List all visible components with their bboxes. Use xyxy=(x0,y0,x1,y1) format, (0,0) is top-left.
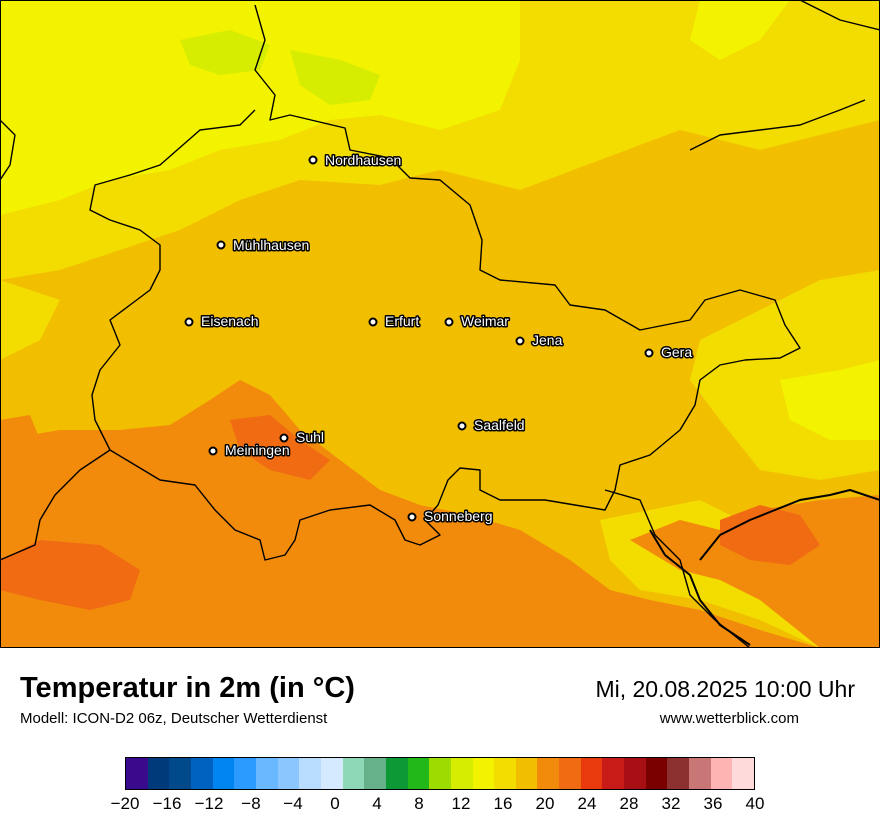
city-marker xyxy=(407,512,417,522)
legend-swatch xyxy=(212,758,235,789)
city-erfurt: Erfurt xyxy=(368,312,421,331)
legend-tick-label: −4 xyxy=(283,794,303,813)
state-border-east xyxy=(689,99,866,151)
legend-swatch xyxy=(645,758,668,789)
city-label: Saalfeld xyxy=(474,417,525,433)
legend-swatch xyxy=(450,758,473,789)
temperature-zone-14-16 xyxy=(0,0,880,440)
legend-swatch xyxy=(126,758,148,789)
legend-swatch xyxy=(429,758,451,789)
city-marker xyxy=(216,240,226,250)
city-label: Gera xyxy=(661,344,692,360)
legend-swatch xyxy=(299,758,321,789)
legend-swatch xyxy=(342,758,365,789)
legend-tick-label: 12 xyxy=(451,794,471,813)
legend-tick-label: 8 xyxy=(414,794,424,813)
model-source: Modell: ICON-D2 06z, Deutscher Wetterdie… xyxy=(20,710,328,727)
state-borders xyxy=(0,0,880,648)
city-meiningen: Meiningen xyxy=(208,441,291,460)
city-muehlhausen: Mühlhausen xyxy=(216,236,311,255)
city-marker xyxy=(208,446,218,456)
legend-tick-label: 4 xyxy=(372,794,382,813)
legend-swatch xyxy=(234,758,256,789)
legend-swatch xyxy=(602,758,625,789)
legend-tick-label: 32 xyxy=(661,794,681,813)
legend-swatch xyxy=(515,758,538,789)
temperature-zone-22-24 xyxy=(0,415,820,610)
city-label: Jena xyxy=(532,332,563,348)
city-marker xyxy=(184,317,194,327)
city-label: Weimar xyxy=(461,313,509,329)
city-label: Suhl xyxy=(296,429,324,445)
legend-tick-label: 16 xyxy=(493,794,513,813)
national-border xyxy=(649,489,880,646)
legend-swatch xyxy=(710,758,733,789)
city-eisenach: Eisenach xyxy=(184,312,260,331)
legend-tick-label: 0 xyxy=(330,794,340,813)
website-link[interactable]: www.wetterblick.com xyxy=(659,710,799,727)
city-label: Erfurt xyxy=(385,313,419,329)
legend-swatch xyxy=(385,758,408,789)
legend-tick-label: 36 xyxy=(703,794,723,813)
legend-swatch xyxy=(277,758,300,789)
state-border-southwest xyxy=(0,449,111,561)
city-marker xyxy=(308,155,318,165)
legend-tick-label: 20 xyxy=(535,794,555,813)
map-title: Temperatur in 2m (in °C) xyxy=(20,672,355,704)
thuringia-border xyxy=(89,4,801,561)
legend-tick-label: −12 xyxy=(194,794,224,813)
legend-swatch xyxy=(472,758,495,789)
city-label: Meiningen xyxy=(225,442,290,458)
legend-swatch xyxy=(147,758,170,789)
city-label: Eisenach xyxy=(201,313,259,329)
state-border-west xyxy=(0,119,16,181)
legend-tick-label: 40 xyxy=(745,794,765,813)
legend-tick-label: −20 xyxy=(110,794,140,813)
legend-swatch xyxy=(190,758,213,789)
city-sonneberg: Sonneberg xyxy=(407,507,494,526)
city-marker xyxy=(279,433,289,443)
legend-swatch xyxy=(667,758,690,789)
city-marker xyxy=(444,317,454,327)
legend-swatch xyxy=(494,758,516,789)
city-marker xyxy=(515,336,525,346)
legend-swatch xyxy=(537,758,560,789)
city-label: Nordhausen xyxy=(325,152,401,168)
forecast-datetime: Mi, 20.08.2025 10:00 Uhr xyxy=(595,676,855,702)
legend-swatch xyxy=(732,758,755,789)
legend-swatch xyxy=(559,758,581,789)
city-jena: Jena xyxy=(515,331,564,350)
legend-tick-label: 24 xyxy=(577,794,597,813)
city-marker xyxy=(457,421,467,431)
city-nordhausen: Nordhausen xyxy=(308,151,403,170)
city-marker xyxy=(368,317,378,327)
legend-swatch xyxy=(624,758,646,789)
legend-swatch xyxy=(255,758,278,789)
temperature-map: Nordhausen Mühlhausen Eisenach Erfurt We… xyxy=(0,0,880,648)
legend-swatch xyxy=(364,758,386,789)
city-saalfeld: Saalfeld xyxy=(457,416,526,435)
legend-swatch xyxy=(169,758,191,789)
legend-swatch xyxy=(580,758,603,789)
legend-swatch xyxy=(689,758,711,789)
color-legend-ticks: −20 −16 −12 −8 −4 0 4 8 12 16 20 24 28 32 36 40 xyxy=(111,794,765,818)
color-legend-bar xyxy=(125,757,755,790)
legend-tick-label: −8 xyxy=(241,794,261,813)
city-weimar: Weimar xyxy=(444,312,511,331)
temperature-zone-12-14 xyxy=(180,30,380,105)
legend-tick-label: −16 xyxy=(152,794,182,813)
city-label: Mühlhausen xyxy=(233,237,309,253)
legend-swatch xyxy=(320,758,343,789)
state-border-northeast xyxy=(799,0,880,31)
city-suhl: Suhl xyxy=(279,428,326,447)
city-label: Sonneberg xyxy=(424,508,493,524)
legend-swatch xyxy=(407,758,430,789)
city-gera: Gera xyxy=(644,343,694,362)
city-marker xyxy=(644,348,654,358)
legend-tick-label: 28 xyxy=(619,794,639,813)
